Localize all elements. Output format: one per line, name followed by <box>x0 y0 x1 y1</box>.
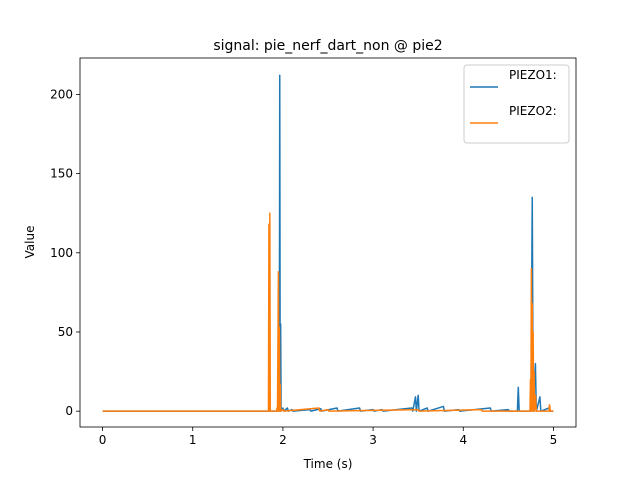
chart-title: signal: pie_nerf_dart_non @ pie2 <box>213 38 442 54</box>
y-tick-label: 200 <box>50 87 73 101</box>
legend-label-2: PIEZO2: <box>509 104 557 118</box>
x-tick-label: 2 <box>279 433 287 447</box>
x-tick-label: 5 <box>550 433 558 447</box>
plot-frame <box>79 57 577 428</box>
y-tick-label: 50 <box>58 325 73 339</box>
legend-label-1: PIEZO1: <box>509 68 557 82</box>
x-tick-label: 4 <box>459 433 467 447</box>
series-line-2 <box>102 212 554 412</box>
x-tick-label: 3 <box>369 433 377 447</box>
y-tick-label: 0 <box>65 404 73 418</box>
y-tick-label: 100 <box>50 246 73 260</box>
x-tick-label: 0 <box>99 433 107 447</box>
y-axis-label: Value <box>23 226 37 259</box>
x-tick-label: 1 <box>189 433 197 447</box>
x-axis-label: Time (s) <box>303 457 353 471</box>
legend: PIEZO1: PIEZO2: <box>463 64 570 144</box>
y-tick-label: 150 <box>50 167 73 181</box>
